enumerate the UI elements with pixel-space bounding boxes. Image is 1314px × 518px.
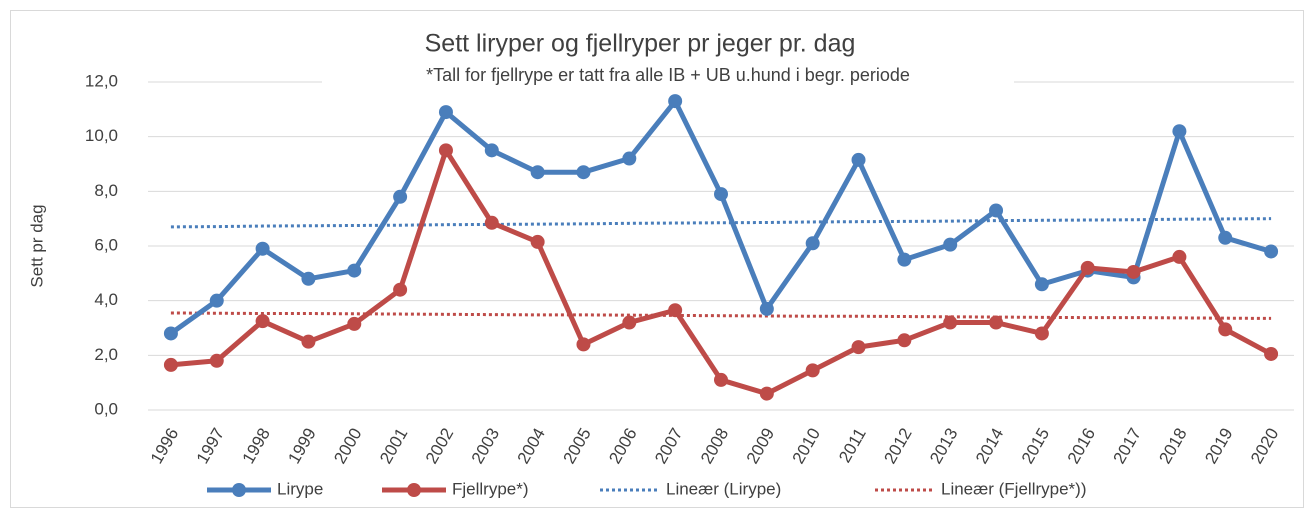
point	[438, 105, 453, 120]
point	[301, 334, 316, 349]
point	[1218, 322, 1233, 337]
point	[301, 271, 316, 286]
point	[1034, 326, 1049, 341]
point	[347, 316, 362, 331]
point	[1034, 277, 1049, 292]
legend-label: Lineær (Lirype)	[666, 479, 781, 498]
point	[1264, 346, 1279, 361]
point	[714, 187, 728, 202]
point	[989, 315, 1004, 330]
y-tick-label: 8,0	[94, 181, 118, 200]
point	[897, 333, 912, 348]
legend-marker	[407, 483, 421, 497]
point	[576, 165, 591, 180]
point	[943, 237, 958, 252]
point	[393, 282, 408, 297]
point	[1126, 264, 1141, 279]
point	[347, 263, 362, 278]
point	[438, 143, 453, 158]
legend-label: Lineær (Fjellrype*))	[941, 479, 1086, 498]
point	[759, 386, 774, 401]
point	[484, 215, 499, 230]
legend-marker	[232, 483, 246, 497]
point	[209, 293, 224, 308]
point	[897, 252, 912, 267]
point	[530, 234, 545, 249]
point	[209, 353, 224, 368]
point	[1172, 124, 1187, 139]
point	[1172, 249, 1187, 264]
legend-label: Fjellrype*)	[452, 479, 529, 498]
point	[714, 372, 728, 387]
point	[622, 151, 637, 166]
chart-border	[10, 10, 1304, 508]
point	[1080, 260, 1095, 275]
chart-title: Sett liryper og fjellryper pr jeger pr. …	[425, 30, 856, 58]
point	[1218, 230, 1233, 245]
subtitle-bg	[322, 62, 1014, 90]
point	[622, 315, 637, 330]
point	[851, 340, 866, 355]
y-tick-label: 4,0	[94, 290, 118, 309]
point	[989, 203, 1004, 218]
point	[668, 303, 683, 318]
point	[255, 241, 270, 256]
point	[851, 152, 866, 167]
y-tick-label: 12,0	[85, 71, 118, 90]
point	[163, 326, 178, 341]
y-tick-label: 6,0	[94, 235, 118, 254]
chart-subtitle: *Tall for fjellrype er tatt fra alle IB …	[426, 65, 910, 85]
y-tick-label: 2,0	[94, 345, 118, 364]
point	[393, 189, 408, 204]
y-tick-label: 10,0	[85, 126, 118, 145]
point	[759, 301, 774, 316]
point	[668, 94, 683, 109]
point	[805, 363, 820, 378]
point	[255, 314, 270, 329]
y-tick-label: 0,0	[94, 399, 118, 418]
point	[163, 357, 178, 372]
point	[1264, 244, 1279, 259]
point	[530, 165, 545, 180]
point	[484, 143, 499, 158]
y-axis-label: Sett pr dag	[27, 204, 46, 287]
point	[805, 236, 820, 251]
point	[576, 337, 591, 352]
legend-label: Lirype	[277, 479, 323, 498]
point	[943, 315, 958, 330]
